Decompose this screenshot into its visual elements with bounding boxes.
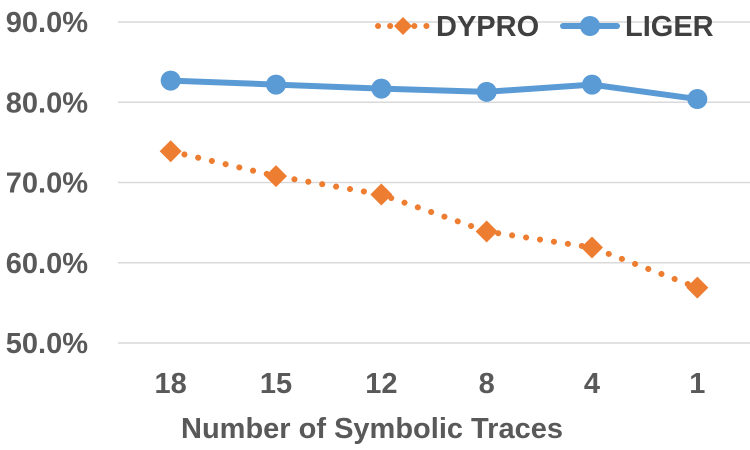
x-tick-label: 15 [260,368,292,400]
y-tick-label: 60.0% [6,248,88,280]
legend: DYPRO LIGER [375,11,714,43]
data-point-diamond [265,165,287,188]
series-liger [160,70,708,110]
series-line [167,148,701,291]
data-point-circle [687,89,708,110]
data-point-circle [371,78,392,99]
gridlines [118,21,750,344]
y-axis-tick-labels: 50.0% 60.0% 70.0% 80.0% 90.0% [6,7,88,360]
series-dypro [159,140,709,299]
x-tick-label: 1 [689,368,705,400]
y-tick-label: 80.0% [6,87,88,119]
data-point-diamond [475,220,498,243]
y-tick-label: 50.0% [6,328,88,360]
data-point-diamond [686,276,709,299]
y-tick-label: 70.0% [6,168,88,200]
data-point-circle [582,74,602,95]
x-tick-label: 18 [155,368,187,400]
x-tick-label: 8 [479,368,495,400]
legend-marker-circle [580,16,600,36]
legend-label: DYPRO [436,11,539,43]
series-group [159,70,709,299]
data-point-circle [476,81,497,102]
x-axis-tick-labels: 18 15 12 8 4 1 [155,368,706,400]
legend-marker-diamond [394,17,412,35]
data-point-diamond [370,183,393,206]
data-point-diamond [581,236,603,259]
x-axis-title: Number of Symbolic Traces [181,413,563,445]
data-point-circle [266,74,286,95]
x-tick-label: 4 [584,368,600,400]
data-point-diamond [159,140,182,163]
legend-label: LIGER [625,11,714,43]
series-line [167,77,701,103]
data-point-circle [160,70,181,91]
y-tick-label: 90.0% [6,7,88,39]
legend-item-liger: LIGER [560,11,714,43]
legend-item-dypro: DYPRO [375,11,539,43]
x-tick-label: 12 [365,368,397,400]
